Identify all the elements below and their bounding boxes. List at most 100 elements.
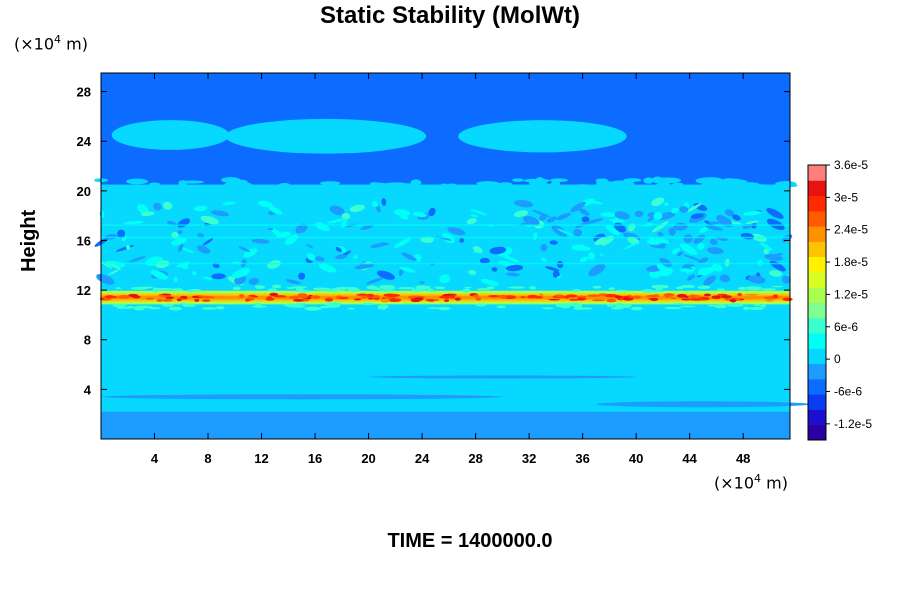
turbulence-patch bbox=[656, 182, 672, 189]
turbulence-patch bbox=[295, 223, 308, 234]
turbulence-patch bbox=[369, 182, 380, 187]
band-edge-patch bbox=[366, 285, 378, 290]
tropopause-peak bbox=[177, 298, 182, 302]
turbulence-patch bbox=[595, 178, 605, 183]
turbulence-patch bbox=[687, 274, 695, 281]
turbulence-patch bbox=[248, 277, 259, 285]
band-edge-patch bbox=[254, 285, 265, 290]
turbulence-patch bbox=[724, 209, 734, 217]
band-edge-patch bbox=[572, 289, 581, 292]
x-unit-text: (×10 bbox=[714, 473, 755, 493]
band-edge-patch bbox=[377, 304, 389, 309]
turbulence-patch bbox=[745, 220, 759, 225]
band-edge-patch bbox=[378, 285, 396, 289]
tropopause-peak bbox=[548, 298, 561, 301]
tropopause-peak bbox=[118, 295, 131, 299]
band-edge-patch bbox=[615, 289, 628, 292]
tropopause-peak bbox=[161, 299, 173, 302]
lower-streak bbox=[596, 401, 811, 408]
turbulence-patch bbox=[306, 253, 316, 261]
tropopause-peak bbox=[475, 297, 482, 301]
turbulence-patch bbox=[719, 274, 731, 283]
turbulence-patch bbox=[505, 264, 524, 272]
turbulence-patch bbox=[549, 240, 558, 245]
turbulence-patch bbox=[760, 242, 773, 251]
lower-streak bbox=[101, 394, 503, 400]
band-edge-patch bbox=[760, 304, 767, 308]
tropopause-peak bbox=[503, 295, 517, 300]
tropopause-peak bbox=[729, 298, 737, 303]
y-tick-label: 24 bbox=[77, 134, 92, 149]
turbulence-patch bbox=[107, 269, 120, 276]
y-tick-label: 28 bbox=[77, 85, 91, 100]
turbulence-patch bbox=[459, 237, 465, 243]
upper-ellipse bbox=[111, 120, 230, 150]
band-edge-patch bbox=[232, 286, 241, 291]
turbulence-patch bbox=[123, 220, 144, 225]
turbulence-patch bbox=[705, 225, 723, 231]
turbulence-patch bbox=[556, 275, 562, 279]
turbulence-patch bbox=[398, 213, 409, 220]
turbulence-patch bbox=[671, 207, 679, 214]
band-edge-patch bbox=[182, 304, 196, 307]
mid-band bbox=[101, 236, 790, 239]
band-edge-patch bbox=[496, 305, 507, 309]
colorbar-segment bbox=[808, 348, 826, 365]
turbulence-patch bbox=[747, 275, 766, 284]
turbulence-patch bbox=[298, 272, 306, 280]
turbulence-patch bbox=[655, 237, 670, 244]
colorbar-label: -6e-6 bbox=[834, 384, 862, 398]
tropopause-peak bbox=[165, 296, 175, 299]
band-edge-patch bbox=[592, 285, 602, 289]
band-edge-patch bbox=[215, 306, 225, 310]
tropopause-peak bbox=[290, 295, 300, 300]
band-edge-patch bbox=[697, 285, 711, 290]
turbulence-patch bbox=[326, 218, 345, 224]
turbulence-patch bbox=[177, 230, 183, 235]
y-tick-label: 12 bbox=[77, 283, 91, 298]
band-edge-patch bbox=[136, 286, 154, 289]
turbulence-patch bbox=[267, 260, 281, 269]
turbulence-patch bbox=[600, 212, 617, 217]
band-edge-patch bbox=[649, 290, 663, 292]
turbulence-patch bbox=[588, 263, 606, 277]
y-axis-unit: (×104 m) bbox=[14, 33, 88, 53]
turbulence-patch bbox=[238, 246, 251, 253]
colorbar-label: 3e-5 bbox=[834, 190, 858, 204]
turbulence-patch bbox=[763, 248, 770, 255]
colorbar-segment bbox=[808, 302, 826, 319]
band-edge-patch bbox=[304, 306, 322, 311]
y-tick-label: 20 bbox=[77, 184, 91, 199]
tropopause-peak bbox=[194, 299, 200, 302]
y-tick-label: 4 bbox=[84, 382, 92, 397]
band-edge-patch bbox=[286, 287, 295, 290]
tropopause-peak bbox=[239, 294, 245, 298]
band-edge-patch bbox=[201, 307, 217, 310]
tropopause-peak bbox=[111, 296, 118, 299]
tropopause-peak bbox=[201, 296, 215, 299]
turbulence-patch bbox=[664, 202, 669, 207]
tropopause-peak bbox=[772, 294, 779, 299]
colorbar-segment bbox=[808, 317, 826, 334]
turbulence-patch bbox=[210, 210, 230, 217]
turbulence-patch bbox=[581, 216, 590, 223]
band-edge-patch bbox=[290, 286, 307, 289]
x-tick-label: 44 bbox=[682, 451, 697, 466]
turbulence-patch bbox=[771, 253, 784, 258]
turbulence-patch bbox=[769, 270, 783, 277]
tropopause-peak bbox=[265, 297, 275, 301]
tropopause-peak bbox=[554, 294, 564, 298]
band-edge-patch bbox=[573, 304, 583, 308]
tropopause-peak bbox=[520, 296, 526, 299]
turbulence-patch bbox=[545, 266, 560, 272]
band-edge-patch bbox=[434, 286, 446, 290]
turbulence-patch bbox=[546, 216, 557, 223]
colorbar-label: 6e-6 bbox=[834, 320, 858, 334]
band-edge-patch bbox=[748, 307, 765, 310]
turbulence-patch bbox=[267, 227, 274, 231]
band-edge-patch bbox=[115, 287, 122, 290]
turbulence-patch bbox=[605, 224, 620, 236]
turbulence-patch bbox=[652, 221, 669, 233]
colorbar-label: 3.6e-5 bbox=[834, 158, 868, 172]
